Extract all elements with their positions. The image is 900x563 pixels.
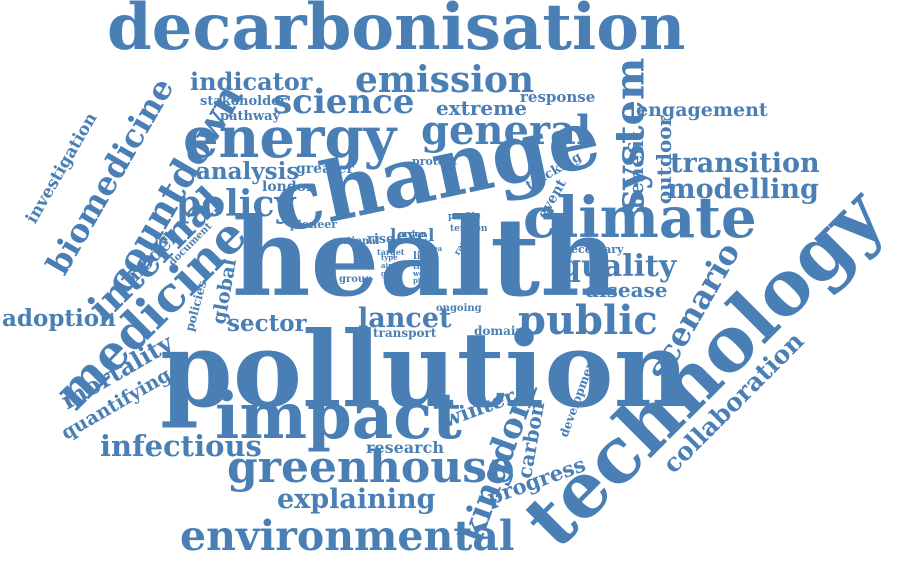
word-type: type	[381, 253, 398, 262]
word-life: life	[413, 251, 432, 262]
word-climate: climate	[523, 185, 757, 251]
word-adoption: adoption	[2, 305, 116, 332]
word-work: work	[413, 269, 433, 278]
word-greater: greater	[296, 161, 354, 177]
word-pick: pick	[413, 276, 430, 285]
word-level: level	[390, 226, 435, 246]
word-explaining: explaining	[277, 484, 436, 515]
word-protect: protect	[412, 155, 457, 168]
word-group: group	[339, 274, 373, 285]
word-impact: impact	[215, 379, 462, 454]
word-lancet: lancet	[358, 303, 452, 334]
word-domain: domain	[474, 324, 525, 338]
word-target: target	[377, 247, 405, 257]
word-sector: sector	[227, 310, 307, 337]
word-extreme: extreme	[436, 96, 528, 120]
word-infectious: infectious	[100, 429, 262, 463]
word-public: public	[518, 297, 658, 344]
word-analysis: analysis	[196, 158, 300, 185]
word-national: national	[333, 236, 380, 247]
word-response: response	[520, 88, 596, 106]
word-decarbonisation: decarbonisation	[107, 0, 686, 65]
word-quality: quality	[560, 249, 677, 284]
word-pathway: pathway	[220, 109, 281, 124]
word-engagement: engagement	[636, 99, 768, 121]
word-transition: transition	[670, 148, 820, 179]
word-pollution: pollution	[160, 308, 690, 431]
word-necessary: necessary	[563, 243, 624, 256]
word-london: london	[262, 179, 317, 195]
word-time: time	[413, 261, 434, 271]
word-aim: aim	[381, 261, 396, 270]
word-area: area	[425, 244, 443, 253]
word-science: science	[273, 82, 415, 122]
word-general: general	[421, 107, 592, 154]
word-health: health	[232, 195, 619, 321]
word-greenhouse: greenhouse	[227, 442, 516, 493]
word-order: order	[398, 230, 426, 240]
word-pioneer: pioneer	[290, 218, 337, 231]
word-emission: emission	[355, 59, 535, 101]
word-goal: goal	[381, 269, 398, 278]
word-research: research	[366, 438, 444, 457]
word-modelling: modelling	[667, 174, 819, 205]
word-indicator: indicator	[190, 67, 313, 96]
word-tension: tension	[450, 224, 488, 234]
word-environmental: environmental	[180, 512, 515, 560]
word-ongoing: ongoing	[436, 303, 482, 314]
word-energy: energy	[183, 105, 397, 171]
word-disease: disease	[585, 278, 668, 302]
word-stakeholder: stakeholder	[200, 94, 287, 109]
word-policy: policy	[176, 183, 296, 225]
word-rise: rise	[367, 232, 395, 247]
word-profile: profile	[448, 212, 481, 222]
word-transport: transport	[373, 326, 437, 340]
